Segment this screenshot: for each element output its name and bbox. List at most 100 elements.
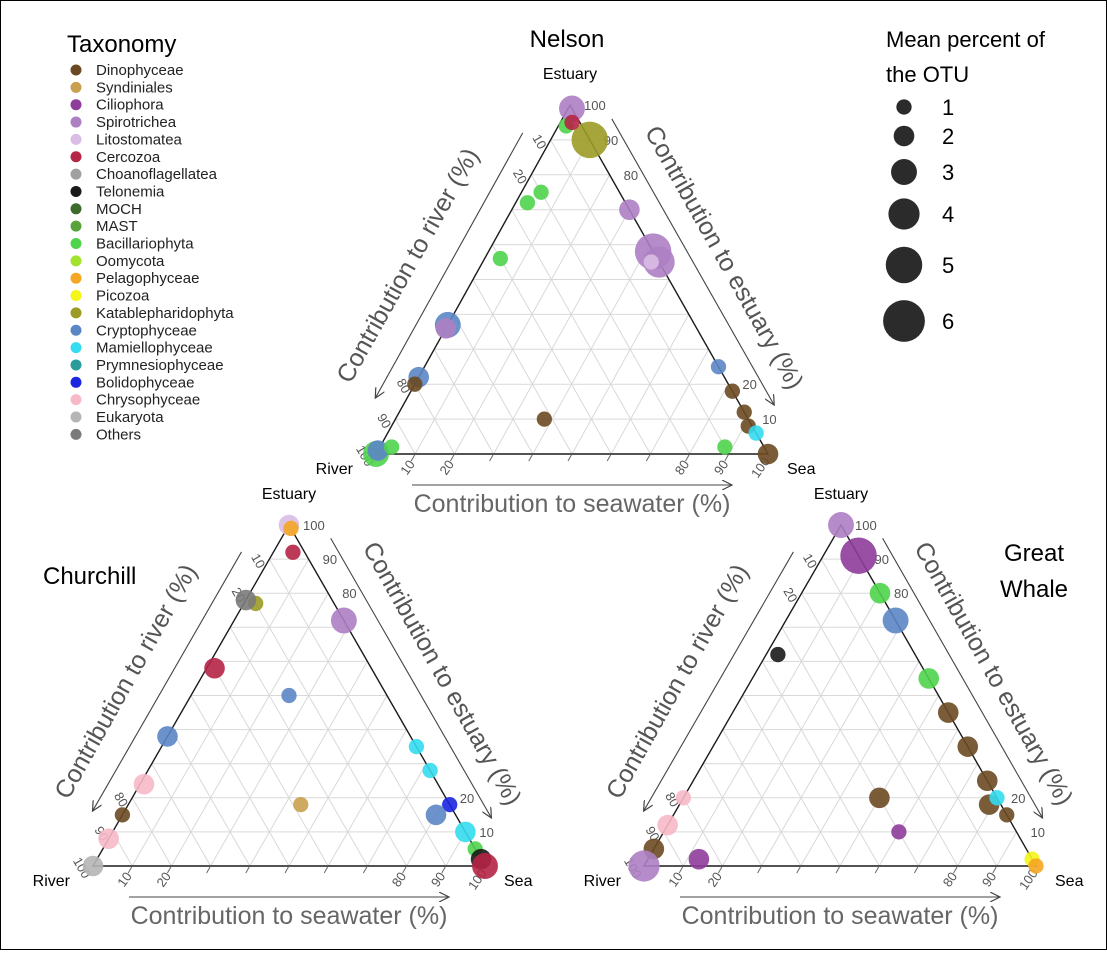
data-point <box>425 804 447 826</box>
left-tick-label: 20 <box>510 167 530 187</box>
legend-item: Cryptophyceae <box>70 322 197 339</box>
bottom-tick-label: 80 <box>389 869 410 889</box>
gridline <box>702 763 763 867</box>
legend-item: Mamiellophyceae <box>70 340 213 357</box>
bottom-tick-label: 20 <box>704 869 725 889</box>
data-point <box>757 443 779 465</box>
data-point <box>533 184 549 200</box>
left-tick-label: 80 <box>111 790 131 810</box>
gridline <box>839 695 939 867</box>
data-point <box>536 411 553 427</box>
legend-label: Picozoa <box>96 288 150 305</box>
bottom-tick-label: 80 <box>940 869 961 889</box>
gridline <box>663 831 684 867</box>
gridline <box>571 279 670 455</box>
legend-label: Chrysophyceae <box>96 392 200 409</box>
axis-title-left: Contribution to river (%) <box>331 144 485 388</box>
legend-swatch <box>70 255 82 267</box>
legend-swatch <box>70 116 82 128</box>
data-point <box>330 607 357 634</box>
legend-item: Prymnesiophyceae <box>70 357 224 374</box>
legend-item: Dinophyceae <box>70 62 184 79</box>
tick-mark <box>992 865 998 874</box>
legend-item: Chrysophyceae <box>70 392 200 409</box>
legend-swatch <box>70 238 82 249</box>
data-point <box>422 762 438 779</box>
data-point <box>285 544 301 560</box>
vertex-label-top: Estuary <box>543 66 597 83</box>
legend-swatch <box>70 133 82 145</box>
legend-label: MAST <box>96 218 138 235</box>
data-point <box>571 121 609 159</box>
data-point <box>869 582 891 604</box>
legend-item: Spirotrichea <box>70 114 177 131</box>
legend-swatch <box>70 168 82 180</box>
data-point <box>937 702 959 723</box>
tick-mark <box>284 865 290 874</box>
right-tick-label: 20 <box>460 791 474 806</box>
legend-label: Cercozoa <box>96 149 161 166</box>
data-point <box>619 199 640 220</box>
tick-mark <box>685 453 691 462</box>
right-tick-label: 20 <box>742 377 756 392</box>
left-tick-label: 90 <box>642 824 662 844</box>
tick-mark <box>717 865 723 874</box>
data-point <box>957 736 979 757</box>
legend-label: Pelagophyceae <box>96 270 199 287</box>
tick-mark <box>724 453 730 462</box>
legend-label: Spirotrichea <box>96 114 177 131</box>
legend-swatch <box>70 376 82 388</box>
gridlines <box>112 558 466 867</box>
right-tick-label: 20 <box>1011 791 1025 806</box>
gridline <box>511 209 651 455</box>
ternary-panel: 102080901001020809010010090802010Estuary… <box>584 486 1084 930</box>
bottom-tick-label: 10 <box>114 869 135 889</box>
data-point <box>281 687 297 704</box>
tick-mark <box>323 865 329 874</box>
legend-swatch <box>70 342 82 354</box>
left-tick-label: 20 <box>780 585 800 605</box>
bottom-tick-label: 80 <box>672 457 693 477</box>
tick-mark <box>441 865 447 874</box>
right-tick-label: 80 <box>342 586 356 601</box>
size-legend-title-line2: the OTU <box>886 62 969 87</box>
legend-item: MAST <box>70 218 138 235</box>
right-tick-label: 80 <box>624 168 638 183</box>
axis-title-bottom: Contribution to seawater (%) <box>131 902 448 930</box>
vertex-label-right: Sea <box>504 873 533 890</box>
legend-label: MOCH <box>96 201 142 218</box>
right-tick-label: 100 <box>303 518 325 533</box>
data-point <box>869 787 890 809</box>
legend-label: Others <box>96 426 141 443</box>
tick-mark <box>757 865 763 874</box>
gridline <box>996 831 1017 867</box>
legend-label: Ciliophora <box>96 97 164 114</box>
legend-label: Eukaryota <box>96 409 164 426</box>
data-points <box>82 514 498 879</box>
data-point <box>157 726 178 747</box>
legend-item: Choanoflagellatea <box>70 166 218 183</box>
gridline <box>917 763 978 867</box>
size-legend-circle <box>893 125 915 147</box>
gridline <box>394 418 416 455</box>
tick-mark <box>606 453 612 462</box>
data-point <box>559 95 585 122</box>
gridline <box>249 592 408 867</box>
ternary-panel: 102080901001020809010010090802010Estuary… <box>33 486 533 930</box>
data-point <box>840 537 877 574</box>
tick-mark <box>678 865 684 874</box>
left-tick-label: 10 <box>529 132 549 152</box>
data-point <box>442 796 458 813</box>
data-point <box>472 853 498 879</box>
tick-mark <box>913 865 919 874</box>
gridline <box>682 797 723 867</box>
data-points <box>363 95 779 467</box>
data-point <box>643 246 675 278</box>
gridline <box>530 174 691 455</box>
tick-mark <box>206 865 212 874</box>
data-point <box>748 425 764 441</box>
gridline <box>682 558 861 867</box>
size-legend-circle <box>885 246 923 284</box>
legend-label: Cryptophyceae <box>96 322 197 339</box>
axis-arrow-left <box>93 551 242 811</box>
